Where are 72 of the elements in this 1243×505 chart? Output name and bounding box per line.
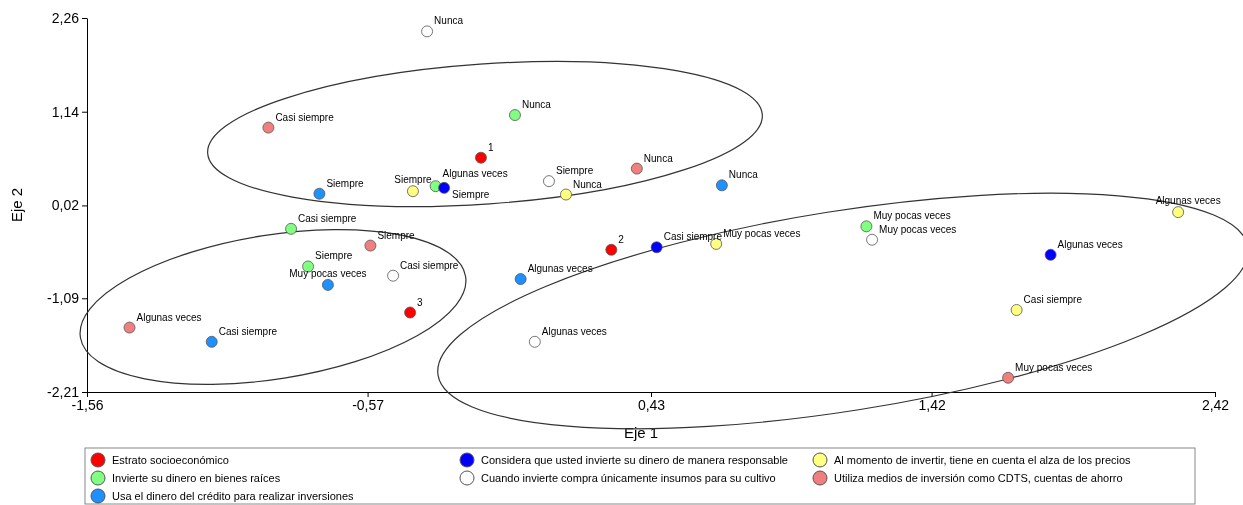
y-tick-label: 0,02 [51,197,80,214]
annotation: Nunca [572,178,603,190]
annotation: Siempre [326,177,365,189]
point [514,273,527,285]
annotation: Algunas veces [527,263,593,275]
annotation: Algunas veces [1057,238,1123,250]
y-tick-label: -1,09 [47,290,80,307]
point [866,233,878,246]
point [205,335,218,348]
annotation: Casi siempre [275,111,335,123]
point [1002,371,1014,384]
point [630,162,643,175]
annotation: Muy pocas veces [879,223,957,235]
point [1010,304,1023,316]
point [509,109,521,121]
point [364,239,377,252]
point [262,121,275,134]
point [543,175,555,188]
legend-label: Cuando invierte compra únicamente insumos para su cultivo [481,472,776,484]
annotation: Casi siempre [298,212,357,224]
legend-label: Usa el dinero del crédito para realizar inversiones [112,490,355,502]
point [1172,206,1185,218]
annotation: 3 [417,296,424,308]
point [421,25,433,38]
point [404,306,416,319]
annotation: Casi siempre [400,259,459,271]
annotation: Casi siempre [1023,294,1083,305]
annotation: Nunca [434,15,464,27]
annotation: Siempre [394,174,432,186]
point [715,179,728,192]
legend-label: Considera que usted invierte su dinero de manera responsable [481,454,788,466]
point [1044,248,1057,261]
annotation: Muy pocas veces [289,267,367,279]
point [560,188,572,201]
legend-label: Utiliza medios de inversión como CDTS, cuentas de ahorro [834,472,1123,484]
point [285,222,297,235]
point [387,269,399,282]
legend-label: Invierte su dinero en bienes raíces [112,472,281,484]
point [322,279,334,291]
x-tick-label: 0,43 [637,396,666,413]
point [407,185,419,198]
annotation: 2 [618,233,625,245]
annotation: Muy pocas veces [873,210,951,222]
x-tick-label: -0,57 [352,396,385,413]
point [650,241,663,254]
annotation: Algunas veces [541,325,607,337]
annotation: Siempre [555,165,594,177]
annotation: Nunca [728,169,759,181]
y-tick-label: 1,14 [51,103,80,120]
annotation: Casi siempre [218,325,278,337]
point [605,243,618,256]
annotation: 1 [487,141,494,153]
annotation: Muy pocas veces [723,227,801,239]
x-tick-label: 2,42 [1201,396,1230,413]
annotation: Siempre [315,250,353,262]
annotation: Algunas veces [442,168,508,180]
point [313,187,326,200]
y-axis-title: Eje 2 [8,187,25,223]
point [438,181,450,194]
point [123,321,136,334]
annotation: Algunas veces [1155,195,1221,207]
legend-label: Al momento de invertir, tiene en cuenta el alza de los precios [834,454,1132,466]
point [475,151,487,164]
point [860,220,873,233]
y-tick-label: 2,26 [51,9,80,26]
annotation: Nunca [643,152,674,164]
legend-label: Estrato socioeconómico [112,454,229,466]
point [528,335,541,348]
x-tick-label: 1,42 [918,396,946,413]
annotation: Siempre [452,188,490,200]
annotation: Algunas veces [136,311,202,323]
annotation: Nunca [521,99,552,111]
